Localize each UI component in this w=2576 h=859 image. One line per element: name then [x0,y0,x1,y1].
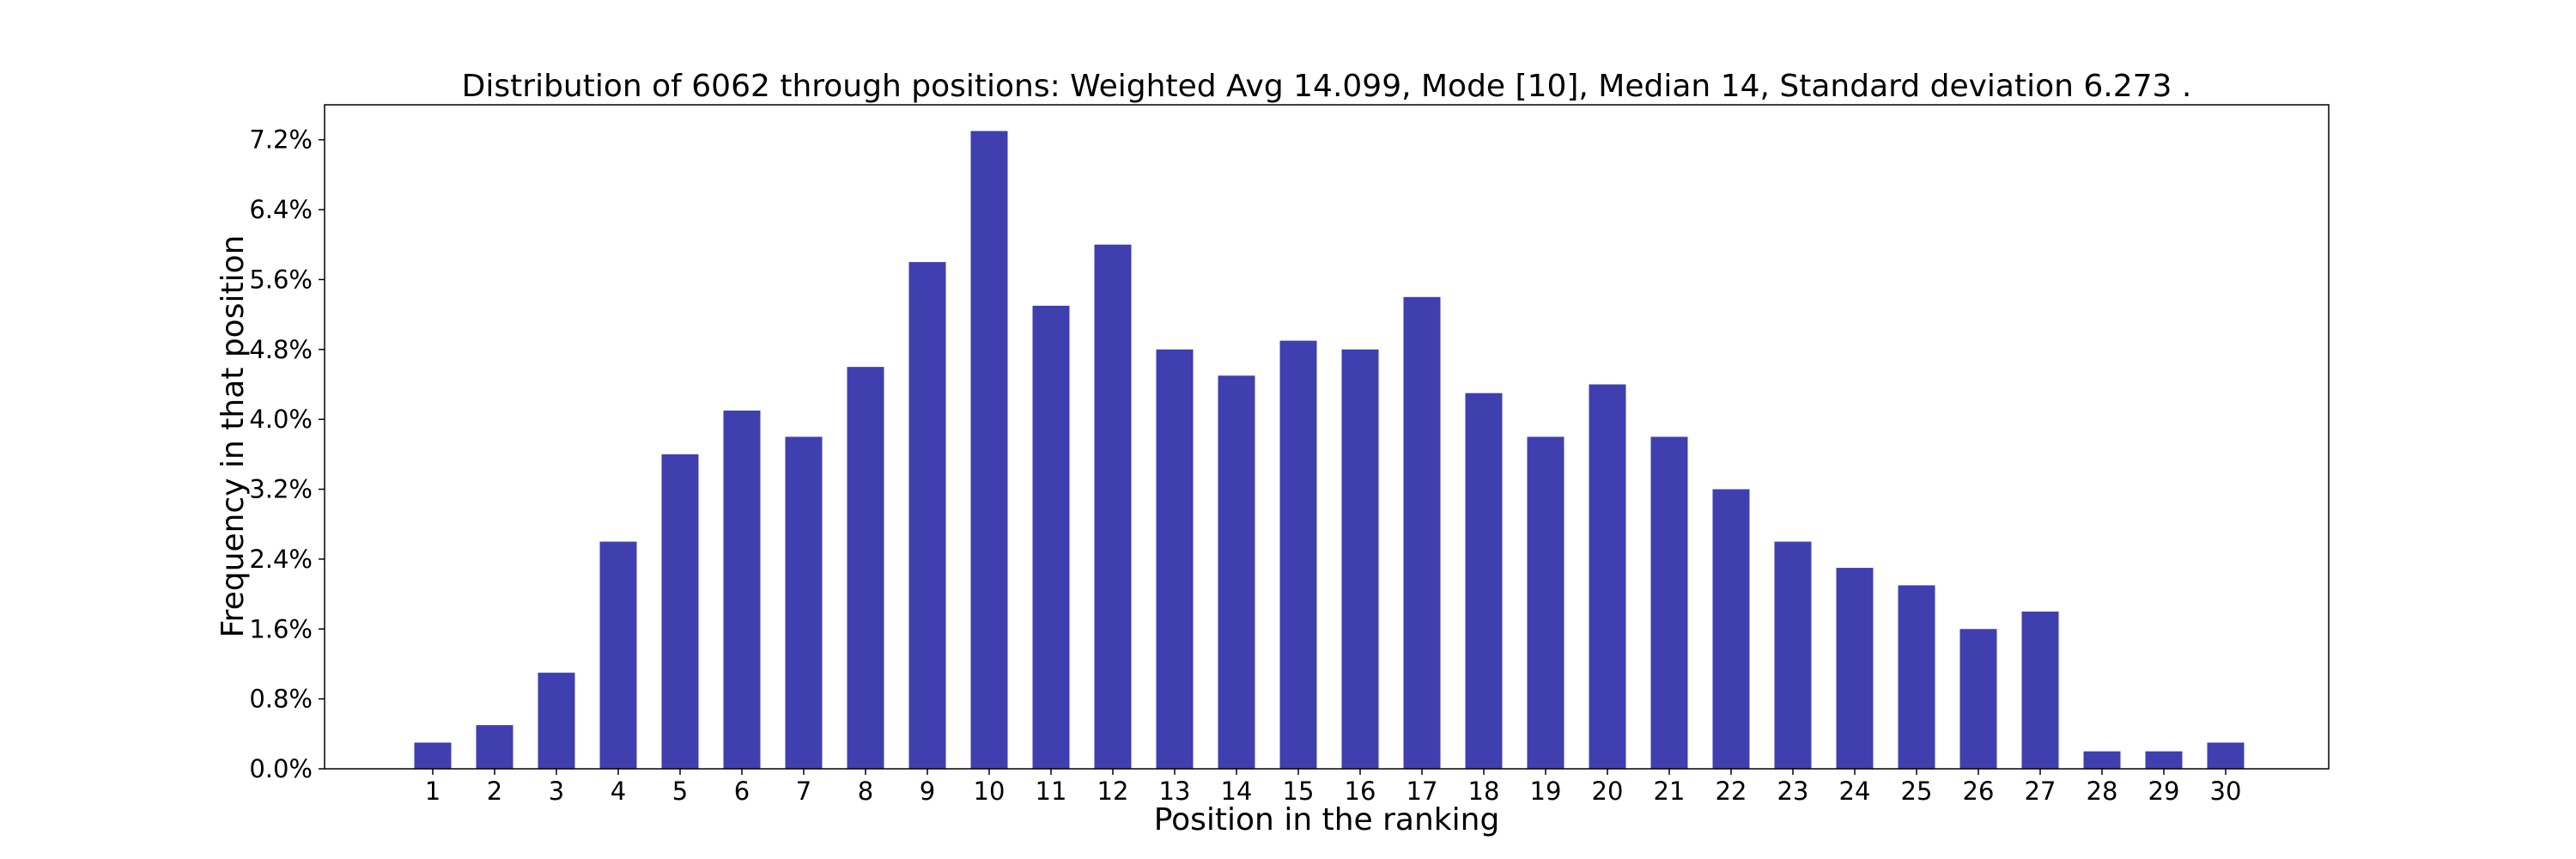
x-tick-label: 7 [796,777,811,806]
x-tick-label: 1 [425,777,440,806]
x-tick-label: 20 [1592,777,1624,806]
bar-position-19 [1527,436,1564,769]
x-axis-label: Position in the ranking [1154,802,1500,838]
bar-position-5 [661,454,699,769]
bar-position-29 [2145,751,2183,769]
bar-position-9 [908,262,946,769]
y-tick-label: 2.4% [249,545,313,574]
x-tick-label: 8 [858,777,873,806]
y-tick-label: 7.2% [249,125,313,155]
bar-position-4 [599,541,637,769]
x-tick-label: 28 [2087,777,2118,806]
bar-position-20 [1589,384,1626,769]
bar-position-21 [1650,436,1688,769]
y-tick-label: 1.6% [249,614,313,643]
x-tick-label: 11 [1036,777,1067,806]
x-tick-label: 4 [611,777,626,806]
bar-position-28 [2083,751,2121,769]
y-tick-label: 4.8% [249,335,313,364]
x-tick-label: 5 [672,777,688,806]
x-tick-label: 10 [974,777,1005,806]
x-tick-label: 23 [1777,777,1809,806]
y-tick-label: 0.8% [249,685,313,714]
bars-group [414,131,2245,770]
x-tick-label: 15 [1283,777,1315,806]
bar-position-15 [1279,340,1317,769]
x-tick-label: 14 [1221,777,1253,806]
bar-position-14 [1218,375,1255,769]
y-axis-ticks: 0.0% 0.8% 1.6% 2.4% 3.2% 4.0% 4.8% 5.6% 6.4% 7.2% [249,125,325,783]
y-tick-label: 3.2% [249,475,313,504]
x-tick-label: 12 [1097,777,1129,806]
x-tick-label: 24 [1839,777,1871,806]
bar-position-18 [1465,393,1503,769]
x-tick-label: 16 [1345,777,1376,806]
x-axis-ticks: 1 2 3 4 5 6 7 8 9 10 11 12 13 14 15 16 17 18 19 20 21 22 23 24 2… [425,769,2242,806]
bar-position-3 [538,673,575,769]
x-tick-label: 22 [1716,777,1747,806]
x-tick-label: 26 [1963,777,1995,806]
bar-position-1 [414,742,452,769]
x-tick-label: 2 [487,777,502,806]
bar-position-12 [1094,244,1132,770]
bar-position-24 [1836,568,1874,769]
x-tick-label: 29 [2148,777,2180,806]
x-tick-label: 25 [1901,777,1933,806]
y-tick-label: 0.0% [249,754,313,783]
bar-position-2 [476,725,513,769]
bar-position-16 [1341,349,1379,769]
bar-position-13 [1156,349,1194,769]
x-tick-label: 9 [920,777,935,806]
bar-position-27 [2021,611,2059,769]
bar-position-25 [1898,585,1935,769]
x-tick-label: 3 [549,777,564,806]
y-tick-label: 6.4% [249,195,313,224]
x-tick-label: 30 [2210,777,2242,806]
bar-position-8 [847,367,884,769]
x-tick-label: 19 [1530,777,1562,806]
x-tick-label: 17 [1406,777,1438,806]
bar-position-6 [723,410,761,769]
bar-position-23 [1774,541,1812,769]
y-tick-label: 4.0% [249,405,313,434]
plot-frame [324,104,2330,770]
bar-position-30 [2207,742,2245,769]
y-axis-label: Frequency in that position [216,235,251,638]
bar-position-17 [1403,296,1441,769]
x-tick-label: 27 [2025,777,2057,806]
y-tick-label: 5.6% [249,265,313,294]
bar-position-10 [970,131,1008,769]
x-tick-label: 21 [1654,777,1686,806]
x-tick-label: 18 [1468,777,1500,806]
bar-position-26 [1959,629,1997,769]
chart-title: Distribution of 6062 through positions: … [462,69,2192,104]
bar-position-7 [785,436,823,769]
bar-position-11 [1032,305,1070,769]
x-tick-label: 13 [1159,777,1191,806]
x-tick-label: 6 [734,777,750,806]
bar-position-22 [1712,489,1750,769]
